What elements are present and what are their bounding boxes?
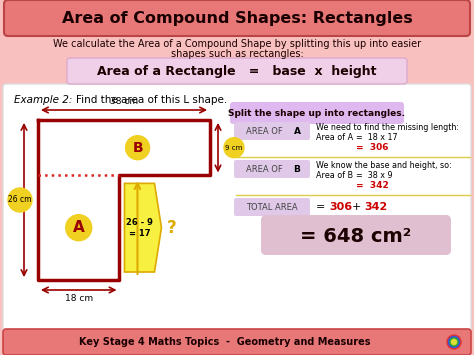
Circle shape: [450, 338, 458, 346]
Circle shape: [452, 339, 456, 344]
Text: 26 - 9: 26 - 9: [126, 218, 153, 227]
FancyBboxPatch shape: [67, 58, 407, 84]
Text: A: A: [293, 126, 301, 136]
Text: =  38 x 9: = 38 x 9: [356, 171, 392, 180]
Text: ?: ?: [166, 219, 176, 237]
Text: 342: 342: [364, 202, 387, 212]
Text: A: A: [73, 220, 85, 235]
Text: +: +: [352, 202, 361, 212]
Text: Find the area of this L shape.: Find the area of this L shape.: [76, 95, 227, 105]
Text: B: B: [132, 141, 143, 155]
Text: TOTAL AREA: TOTAL AREA: [246, 202, 298, 212]
Text: 18 cm: 18 cm: [64, 294, 93, 303]
Circle shape: [224, 138, 244, 158]
Text: =  306: = 306: [356, 143, 389, 153]
FancyBboxPatch shape: [234, 160, 310, 178]
Text: 9 cm: 9 cm: [225, 145, 243, 151]
Text: Key Stage 4 Maths Topics  -  Geometry and Measures: Key Stage 4 Maths Topics - Geometry and …: [79, 337, 371, 347]
Text: =  342: = 342: [356, 181, 389, 191]
Text: Area of a Rectangle   =   base  x  height: Area of a Rectangle = base x height: [97, 65, 377, 77]
Text: 306: 306: [329, 202, 352, 212]
Text: Area of A: Area of A: [316, 133, 353, 142]
Circle shape: [66, 215, 92, 241]
FancyBboxPatch shape: [3, 84, 471, 338]
Text: AREA OF: AREA OF: [246, 164, 286, 174]
FancyBboxPatch shape: [234, 198, 310, 216]
Text: We know the base and height, so:: We know the base and height, so:: [316, 160, 452, 169]
Circle shape: [8, 188, 32, 212]
Text: Area of Compound Shapes: Rectangles: Area of Compound Shapes: Rectangles: [62, 11, 412, 26]
Polygon shape: [125, 184, 162, 272]
FancyBboxPatch shape: [261, 215, 451, 255]
Circle shape: [448, 337, 459, 348]
Text: Area of B: Area of B: [316, 171, 353, 180]
Text: 38 cm: 38 cm: [110, 97, 138, 106]
Text: AREA OF: AREA OF: [246, 126, 286, 136]
Circle shape: [126, 136, 150, 160]
Text: We need to find the missing length:: We need to find the missing length:: [316, 122, 459, 131]
Text: We calculate the Area of a Compound Shape by splitting this up into easier: We calculate the Area of a Compound Shap…: [53, 39, 421, 49]
FancyBboxPatch shape: [3, 329, 471, 355]
Circle shape: [447, 335, 461, 349]
Text: = 17: = 17: [129, 229, 150, 238]
Text: shapes such as rectangles:: shapes such as rectangles:: [171, 49, 303, 59]
FancyBboxPatch shape: [230, 102, 404, 124]
Text: B: B: [293, 164, 301, 174]
Text: =: =: [316, 202, 325, 212]
Text: Example 2:: Example 2:: [14, 95, 73, 105]
Text: 26 cm: 26 cm: [8, 196, 32, 204]
Text: = 648 cm²: = 648 cm²: [301, 226, 411, 246]
Text: =  18 x 17: = 18 x 17: [356, 133, 398, 142]
FancyBboxPatch shape: [234, 122, 310, 140]
Text: Split the shape up into rectangles.: Split the shape up into rectangles.: [228, 109, 405, 118]
FancyBboxPatch shape: [4, 0, 470, 36]
